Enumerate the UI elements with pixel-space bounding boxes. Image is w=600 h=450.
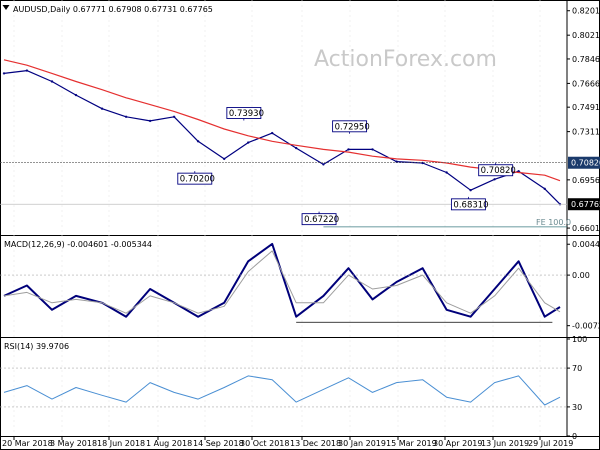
annotation-box <box>450 198 486 211</box>
data-point-price-11 <box>271 131 274 135</box>
data-point-price-13 <box>322 163 325 166</box>
annotation-label-5: 0.68310 <box>453 200 488 210</box>
data-point-price-0 <box>2 72 6 75</box>
annotation-label-0: 0.73930 <box>229 109 264 119</box>
data-point-price-18 <box>445 171 448 174</box>
x-tick-label-6: 13 Dec 2018 <box>290 439 341 448</box>
annotation-label-1: 0.72950 <box>335 122 370 132</box>
annotation-box <box>177 172 213 185</box>
series-line-rsi <box>3 375 561 406</box>
data-point-price-16 <box>395 160 398 163</box>
data-point-price-2 <box>50 80 54 83</box>
dropdown-triangle-icon[interactable] <box>2 5 10 10</box>
data-point-price-8 <box>196 140 200 143</box>
rsi-panel-title: RSI(14) 39.9706 <box>4 342 69 351</box>
series-line-macd <box>3 242 561 318</box>
data-point-price-20 <box>493 178 496 181</box>
data-point-price-3 <box>74 93 78 97</box>
data-point-price-22 <box>543 187 546 190</box>
x-tick-label-1: 3 May 2018 <box>50 439 97 448</box>
macd-panel-title: MACD(12,26,9) -0.004601 -0.005344 <box>4 240 152 249</box>
last-price-label: 0.67765 <box>571 200 600 209</box>
series-line-sma <box>3 59 561 182</box>
data-point-price-7 <box>172 115 176 119</box>
x-tick-label-4: 14 Sep 2018 <box>193 439 244 448</box>
macd-series <box>3 242 561 318</box>
price-panel-title: AUDUSD,Daily 0.67771 0.67908 0.67731 0.6… <box>13 5 213 14</box>
annotation-box <box>332 120 368 133</box>
rsi-tick-label-1: 70 <box>572 364 582 373</box>
x-tick-label-2: 18 Jun 2018 <box>97 439 145 448</box>
rsi-panel: RSI(14) 39.9706 100 70 30 0 <box>0 335 587 441</box>
last-price-badge <box>568 198 600 211</box>
macd-tick-label-2: -0.007298 <box>572 322 600 331</box>
data-point-price-19 <box>469 189 472 192</box>
rsi-tick-label-2: 30 <box>572 403 582 412</box>
rsi-tick-label-3: 0 <box>572 432 577 441</box>
annotation-box <box>226 107 262 119</box>
data-point-price-10 <box>247 141 250 144</box>
macd-tick-label-0: 0.004456 <box>572 240 600 249</box>
x-tick-label-7: 30 Jan 2019 <box>338 439 386 448</box>
x-tick-label-9: 30 Apr 2019 <box>433 439 482 448</box>
data-point-price-6 <box>148 119 152 123</box>
annotation-label-4: 0.70820 <box>481 166 516 176</box>
data-point-price-15 <box>371 148 374 151</box>
data-point-price-12 <box>295 146 298 150</box>
data-point-price-9 <box>223 157 226 161</box>
data-point-price-21 <box>517 170 520 173</box>
price-annotations: 0.73930 0.72950 0.70200 0.67220 0.70820 0.683… <box>177 107 516 226</box>
series-line-price <box>3 70 561 205</box>
macd-panel: MACD(12,26,9) -0.004601 -0.005344 0.0044… <box>0 240 600 331</box>
rsi-series <box>3 375 561 406</box>
rsi-y-ticks: 100 70 30 0 <box>0 335 587 441</box>
macd-tick-label-1: 0.00 <box>572 271 590 280</box>
x-tick-label-10: 13 Jun 2019 <box>481 439 529 448</box>
data-point-price-5 <box>124 115 128 119</box>
x-tick-label-11: 29 Jul 2019 <box>528 439 573 448</box>
x-tick-label-5: 30 Oct 2018 <box>240 439 289 448</box>
data-point-price-4 <box>100 107 104 110</box>
fe-label: FE 100.0 <box>536 218 571 227</box>
data-point-price-17 <box>421 161 424 165</box>
data-point-price-1 <box>25 69 29 72</box>
price-panel: AUDUSD,Daily 0.67771 0.67908 0.67731 0.6… <box>0 5 600 233</box>
reference-badge <box>568 156 600 169</box>
series-line-signal <box>3 250 561 314</box>
data-point-price-14 <box>347 148 350 151</box>
annotation-label-3: 0.67220 <box>304 215 339 225</box>
x-tick-label-3: 1 Aug 2018 <box>146 439 192 448</box>
price-series <box>2 59 562 206</box>
rsi-tick-label-0: 100 <box>572 335 587 344</box>
macd-y-ticks: 0.004456 0.00 -0.007298 <box>0 240 600 331</box>
reference-label: 0.70820 <box>571 159 600 168</box>
annotation-label-2: 0.70200 <box>180 175 215 185</box>
x-tick-label-0: 20 Mar 2018 <box>2 439 53 448</box>
x-tick-label-8: 15 Mar 2019 <box>386 439 437 448</box>
watermark: ActionForex.com <box>314 47 497 72</box>
annotation-box <box>478 164 514 177</box>
annotation-box <box>301 213 337 226</box>
